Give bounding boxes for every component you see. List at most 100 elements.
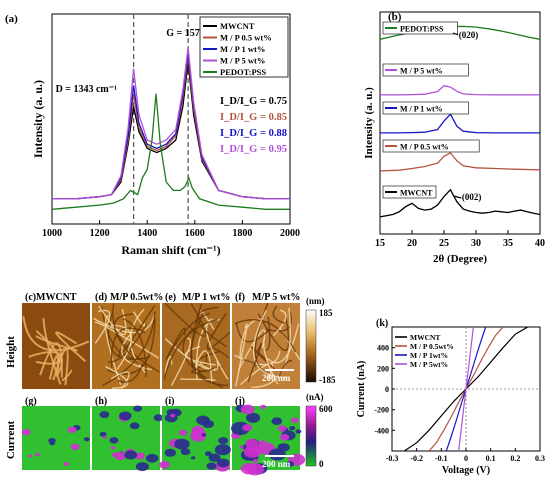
- afm-current-feature: [242, 424, 253, 432]
- afm-current-feature: [222, 448, 227, 452]
- series-line-m-p-1-wt-: [380, 113, 540, 134]
- series-label-box: [382, 185, 437, 199]
- afm-height-feature: [234, 319, 297, 353]
- afm-current-feature: [201, 433, 207, 437]
- afm-height-feature: [123, 318, 147, 378]
- afm-current-feature: [83, 437, 90, 442]
- x-tick-label: -0.2: [410, 454, 423, 463]
- afm-current-feature: [239, 445, 244, 449]
- d-band-annotation: D = 1343 cm⁻¹: [56, 84, 117, 95]
- afm-current-feature: [260, 404, 267, 410]
- x-tick-label: 0.1: [486, 454, 496, 463]
- series-label: M / P 0.5 wt%: [400, 143, 449, 152]
- afm-current-feature: [170, 413, 176, 418]
- afm-height-feature: [110, 327, 146, 369]
- plot-frame: [51, 13, 291, 225]
- afm-current-feature: [159, 461, 170, 469]
- y-tick-label: 0: [385, 385, 389, 394]
- afm-current-feature: [114, 451, 127, 461]
- afm-current-feature: [27, 454, 33, 458]
- afm-height-feature: [121, 333, 152, 371]
- y-axis-label: Intensity (a. u.): [363, 87, 375, 159]
- height-colorbar: [305, 309, 317, 383]
- afm-current-feature: [134, 452, 145, 460]
- afm-current-feature: [252, 458, 259, 463]
- x-tick-label: 15: [375, 238, 385, 249]
- x-tick-label: 1800: [232, 228, 252, 239]
- afm-current-feature: [295, 429, 302, 434]
- afm-current-feature: [277, 425, 287, 432]
- afm-current-feature: [174, 438, 190, 450]
- series-label-box: [382, 139, 480, 153]
- afm-current-feature: [135, 462, 149, 472]
- y-tick-label: -200: [374, 406, 389, 415]
- series-label: PEDOT:PSS: [400, 25, 444, 34]
- afm-current-feature: [268, 448, 286, 461]
- afm-height-feature: [163, 318, 218, 380]
- afm-height-feature: [117, 363, 144, 383]
- series-line-m-p-5-wt-: [380, 84, 540, 96]
- afm-current-feature: [34, 452, 41, 457]
- peak-020-arrow: [452, 32, 459, 36]
- legend-entry: M / P 5wt%: [410, 360, 448, 369]
- series-line-m-p-0-5-wt-: [379, 152, 541, 172]
- x-tick-label: 0.3: [535, 454, 545, 463]
- afm-current-feature: [289, 426, 296, 431]
- panel-label-g: (g): [25, 396, 37, 407]
- afm-current-feature: [279, 433, 290, 441]
- scale-bar-label: 200 nm: [262, 373, 291, 383]
- height-scale-min: -185: [319, 375, 336, 385]
- afm-image-grid: MWCNT M/P 0.5wt% M/P 1 wt% M/P 5 wt% Hei…: [5, 292, 336, 476]
- panel-label-k: (k): [376, 318, 388, 329]
- x-tick-label: 25: [439, 238, 449, 249]
- series-line-mwcnt: [379, 188, 541, 218]
- g-band-annotation: G = 1572 cm⁻¹: [166, 28, 228, 39]
- afm-height-feature: [252, 310, 287, 379]
- x-tick-label: -0.3: [386, 454, 399, 463]
- afm-height-feature: [272, 305, 286, 324]
- afm-row-label-height: Height: [5, 336, 17, 368]
- scale-bar-label-current: 200 nm: [262, 459, 291, 469]
- afm-current-feature: [208, 453, 221, 462]
- afm-current-feature: [70, 443, 80, 450]
- afm-height-feature: [22, 316, 90, 352]
- afm-height-feature: [61, 369, 73, 382]
- afm-current-feature: [164, 448, 176, 457]
- ratio-label: I_D/I_G = 0.95: [220, 144, 287, 155]
- plot-frame: [379, 11, 541, 235]
- y-axis-label: Intensity (a. u.): [31, 80, 45, 158]
- current-scale-max: 600: [319, 404, 333, 414]
- afm-height-feature: [235, 323, 248, 387]
- panel-label-c: (c): [25, 292, 36, 303]
- x-tick-label: 35: [503, 238, 513, 249]
- afm-height-feature: [247, 342, 263, 383]
- x-tick-label: 0: [464, 454, 468, 463]
- afm-current-feature: [216, 458, 230, 468]
- afm-current-feature: [109, 437, 119, 444]
- panel-label-j: (j): [235, 396, 245, 407]
- afm-current-feature: [240, 404, 255, 415]
- raman-chart: 1000 1200 1400 1600 1800 2000 Raman shift (cm⁻…: [31, 13, 300, 257]
- afm-column-label-1: M/P 0.5wt%: [110, 292, 163, 303]
- afm-current-feature: [286, 461, 295, 467]
- afm-current-feature: [246, 463, 264, 476]
- afm-current-feature: [153, 414, 164, 422]
- legend-entry: PEDOT:PSS: [220, 67, 266, 77]
- afm-current-feature: [218, 437, 229, 445]
- afm-current-feature: [245, 438, 259, 449]
- afm-current-feature: [133, 405, 143, 412]
- x-tick-label: -0.1: [435, 454, 448, 463]
- x-tick-label: 2000: [280, 228, 300, 239]
- series-label-box: [382, 21, 458, 35]
- afm-height-feature: [266, 323, 300, 364]
- afm-height-feature: [113, 313, 140, 365]
- afm-current-tile: [22, 406, 90, 470]
- current-colorbar: [305, 405, 317, 467]
- panel-label-d: (d): [95, 292, 107, 303]
- x-axis-label: Voltage (V): [442, 465, 490, 476]
- afm-current-feature: [99, 431, 107, 437]
- afm-current-feature: [67, 426, 77, 433]
- afm-row-label-current: Current: [5, 421, 17, 460]
- afm-height-feature: [263, 337, 279, 385]
- afm-current-feature: [178, 429, 188, 436]
